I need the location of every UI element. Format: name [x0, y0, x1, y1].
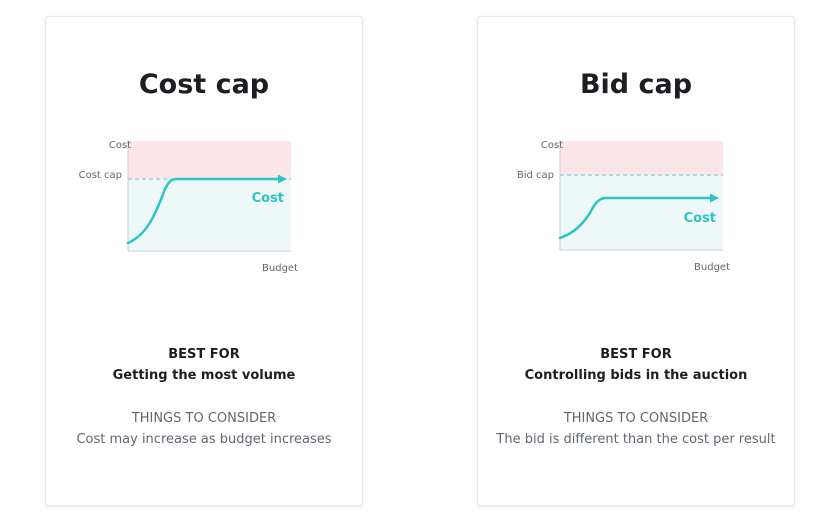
- limit-label: Cost cap: [79, 170, 122, 181]
- x-axis-label: Budget: [694, 262, 730, 273]
- consider-heading: THINGS TO CONSIDER: [131, 411, 277, 426]
- best-for-text: Getting the most volume: [112, 368, 296, 383]
- curve-arrowhead: [710, 193, 719, 203]
- above-limit-zone: [560, 141, 723, 175]
- x-axis-label: Budget: [262, 263, 298, 274]
- below-limit-zone: [560, 175, 723, 250]
- y-axis-label: Cost: [109, 140, 131, 151]
- consider-text: Cost may increase as budget increases: [76, 432, 332, 447]
- best-for-heading: BEST FOR: [600, 347, 672, 362]
- below-limit-zone: [128, 179, 291, 251]
- things-to-consider-section: THINGS TO CONSIDER Cost may increase as …: [46, 408, 362, 450]
- above-limit-zone: [128, 141, 291, 179]
- curve-label: Cost: [252, 191, 284, 206]
- card-title: Cost cap: [138, 69, 270, 100]
- best-for-section: BEST FOR Controlling bids in the auction: [478, 344, 794, 386]
- y-axis-label: Cost: [541, 140, 563, 151]
- limit-label: Bid cap: [517, 170, 554, 181]
- cost-cap-diagram: Cost Cost cap Cost Budget: [79, 140, 298, 274]
- curve-label: Cost: [684, 211, 716, 226]
- best-for-heading: BEST FOR: [168, 347, 240, 362]
- cost-curve: [558, 196, 714, 240]
- consider-text: The bid is different than the cost per r…: [496, 432, 776, 447]
- best-for-section: BEST FOR Getting the most volume: [46, 344, 362, 386]
- bid-cap-card: Bid cap Cost Bid cap Cost Budget BEST FO…: [477, 16, 795, 506]
- bid-cap-diagram: Cost Bid cap Cost Budget: [517, 140, 730, 273]
- cost-cap-card: Cost cap Cost Cost cap Cost Budget BEST …: [45, 16, 363, 506]
- curve-arrowhead: [278, 174, 287, 184]
- consider-heading: THINGS TO CONSIDER: [563, 411, 709, 426]
- cost-curve: [126, 177, 282, 245]
- card-title: Bid cap: [579, 69, 693, 100]
- things-to-consider-section: THINGS TO CONSIDER The bid is different …: [478, 408, 794, 450]
- best-for-text: Controlling bids in the auction: [524, 368, 748, 383]
